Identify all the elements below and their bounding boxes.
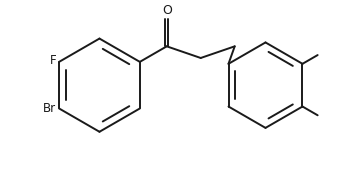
Text: Br: Br	[43, 102, 56, 115]
Text: O: O	[162, 4, 172, 17]
Text: F: F	[50, 54, 56, 67]
